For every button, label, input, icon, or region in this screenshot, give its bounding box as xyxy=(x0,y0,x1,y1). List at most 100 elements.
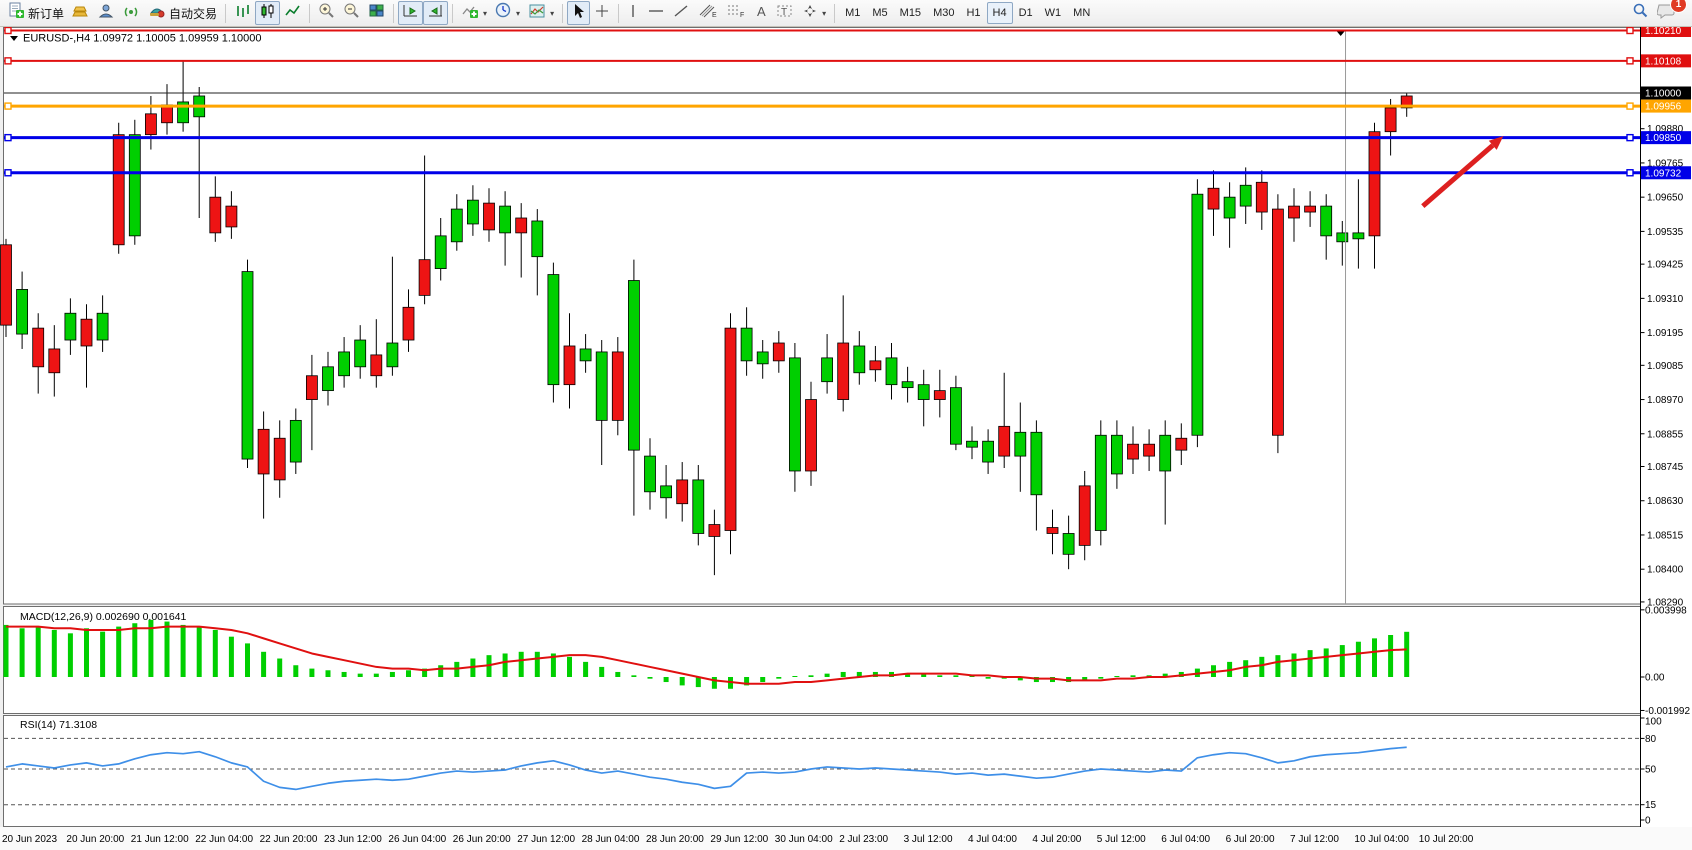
tab-w1[interactable]: W1 xyxy=(1044,7,1062,19)
toolbar-separator xyxy=(834,3,836,23)
market-watch-button[interactable] xyxy=(68,1,94,25)
bear-candle-body xyxy=(1368,131,1381,237)
arrows-button[interactable]: ▾ xyxy=(798,1,830,25)
zoom-in-button[interactable] xyxy=(314,1,339,25)
macd-histogram-bar xyxy=(550,653,556,677)
candlestick-chart-button[interactable] xyxy=(255,1,281,25)
macd-histogram-bar xyxy=(116,626,122,677)
hline-handle[interactable] xyxy=(1626,169,1634,177)
autotrading-label: 自动交易 xyxy=(169,6,218,21)
candle xyxy=(563,313,576,409)
triangle-marker[interactable] xyxy=(1335,30,1346,36)
fibonacci-icon: F xyxy=(726,3,746,24)
periods-button[interactable]: ▾ xyxy=(491,1,524,25)
cursor-button[interactable] xyxy=(567,1,591,25)
macd-histogram-bar xyxy=(67,633,73,677)
candle xyxy=(885,343,898,400)
search-button[interactable] xyxy=(1627,1,1653,25)
candle xyxy=(1014,402,1027,492)
indicators-button[interactable]: ▾ xyxy=(457,1,491,25)
hline-handle[interactable] xyxy=(4,102,12,110)
templates-button[interactable]: ▾ xyxy=(524,1,558,25)
bar-chart-button[interactable] xyxy=(230,1,255,25)
chevron-down-icon: ▾ xyxy=(516,8,521,18)
tab-h1[interactable]: H1 xyxy=(966,7,981,19)
auto-scroll-button[interactable] xyxy=(398,1,424,25)
hline-handle[interactable] xyxy=(4,57,12,65)
price-tick-label: 1.08855 xyxy=(1647,429,1684,440)
text-button[interactable]: A xyxy=(750,1,772,25)
indicators-icon xyxy=(461,3,479,24)
line-chart-button[interactable] xyxy=(280,1,305,25)
macd-histogram-bar xyxy=(277,658,283,677)
bull-candle-body xyxy=(628,280,640,451)
hline-handle[interactable] xyxy=(4,133,12,142)
macd-histogram-bar xyxy=(1259,656,1265,677)
horizontal-line-icon xyxy=(647,3,665,24)
candle xyxy=(1320,194,1333,260)
tab-h4[interactable]: H4 xyxy=(986,2,1013,24)
crosshair-button[interactable] xyxy=(590,1,614,25)
candle xyxy=(499,191,512,266)
zoom-in-icon xyxy=(318,2,335,24)
channel-icon: E xyxy=(698,3,718,24)
bull-candle-body xyxy=(128,134,141,237)
candle xyxy=(692,465,705,546)
text-label-icon: T xyxy=(776,3,794,24)
signal-icon xyxy=(123,3,140,24)
candle xyxy=(950,375,962,451)
candle xyxy=(1288,188,1300,242)
time-tick-label: 10 Jul 04:00 xyxy=(1354,834,1409,845)
zoom-out-button[interactable] xyxy=(339,1,364,25)
tab-d1[interactable]: D1 xyxy=(1018,7,1033,19)
autotrading-button[interactable]: 自动交易 xyxy=(144,1,221,25)
tab-m5[interactable]: M5 xyxy=(872,7,888,19)
symbol-dropdown-icon[interactable] xyxy=(10,36,18,41)
price-tick-label: 1.08290 xyxy=(1647,597,1684,608)
profile-button[interactable] xyxy=(94,1,119,25)
price-axis-area[interactable] xyxy=(1641,27,1692,827)
notifications-button[interactable]: 1 xyxy=(1653,0,1687,25)
toolbar-separator xyxy=(393,3,395,23)
bull-candle-body xyxy=(354,339,367,368)
bull-candle-body xyxy=(386,342,399,368)
hline-handle[interactable] xyxy=(4,169,12,177)
bull-candle-body xyxy=(917,384,930,400)
hline-handle[interactable] xyxy=(4,27,12,35)
tile-windows-button[interactable] xyxy=(364,1,389,25)
tab-m1[interactable]: M1 xyxy=(845,7,861,19)
tab-mn[interactable]: MN xyxy=(1073,7,1091,19)
tab-m30[interactable]: M30 xyxy=(933,7,955,19)
macd-axis-label: 0.00 xyxy=(1645,673,1665,684)
hline-handle[interactable] xyxy=(1626,27,1634,35)
bull-candle-body xyxy=(740,327,753,362)
horizontal-line-button[interactable] xyxy=(643,1,669,25)
candle xyxy=(1127,426,1139,474)
bull-candle-body xyxy=(950,387,962,445)
candle xyxy=(789,343,801,492)
arrow-annotation[interactable] xyxy=(1421,136,1504,208)
new-order-button[interactable]: 新订单 xyxy=(4,1,68,25)
bear-candle-body xyxy=(418,259,431,296)
tab-m15[interactable]: M15 xyxy=(899,7,922,19)
candle xyxy=(821,334,833,394)
channel-button[interactable]: E xyxy=(694,1,722,25)
time-tick-label: 28 Jun 20:00 xyxy=(646,834,704,845)
hline-handle[interactable] xyxy=(1626,133,1634,142)
trendline-button[interactable] xyxy=(669,1,694,25)
bear-candle-body xyxy=(724,327,737,531)
fibonacci-button[interactable]: F xyxy=(722,1,750,25)
bull-candle-body xyxy=(531,220,544,258)
hline-handle[interactable] xyxy=(1626,57,1634,65)
time-axis-area[interactable] xyxy=(0,827,1692,850)
chart-shift-button[interactable] xyxy=(423,1,449,25)
candle xyxy=(917,369,930,427)
bull-candle-body xyxy=(1336,232,1349,243)
hline-handle[interactable] xyxy=(1626,102,1634,110)
macd-histogram-bar xyxy=(1307,650,1313,677)
candle xyxy=(177,60,190,132)
vertical-line-button[interactable] xyxy=(623,1,643,25)
text-label-button[interactable]: T xyxy=(772,1,798,25)
macd-histogram-bar xyxy=(1388,635,1394,677)
signals-button[interactable] xyxy=(119,1,144,25)
